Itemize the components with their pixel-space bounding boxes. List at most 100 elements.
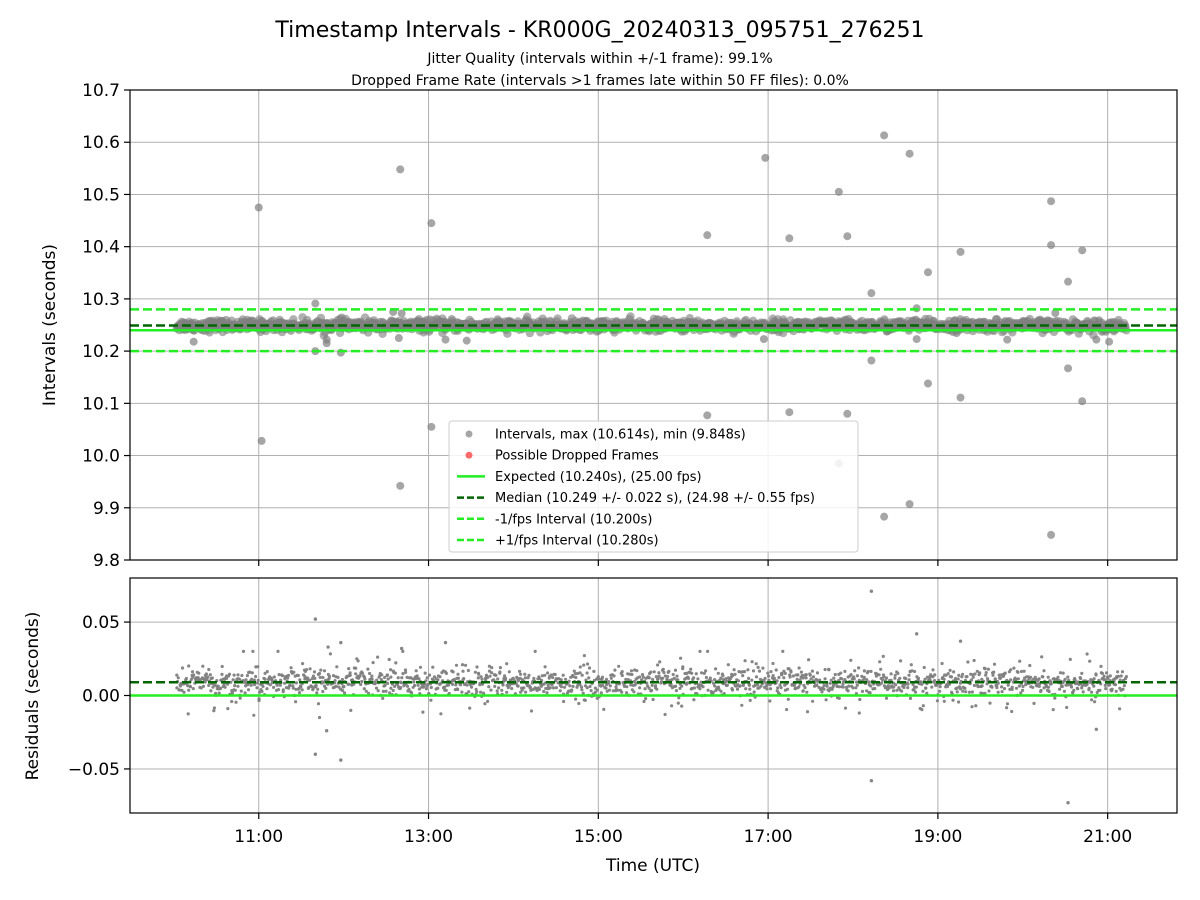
residuals-point — [961, 689, 965, 693]
residuals-point — [393, 684, 397, 689]
residuals-point — [608, 684, 612, 688]
residuals-point — [920, 708, 924, 712]
residuals-point — [1010, 685, 1014, 689]
x-axis-label: Time (UTC) — [605, 856, 700, 876]
intervals-outlier-point — [905, 500, 914, 509]
residuals-point — [191, 687, 195, 691]
legend-label: Possible Dropped Frames — [495, 449, 659, 464]
residuals-point — [1019, 669, 1024, 674]
residuals-point — [921, 704, 925, 708]
residuals-point — [192, 673, 196, 677]
residuals-point — [827, 668, 831, 672]
residuals-point — [226, 707, 230, 711]
residuals-point — [468, 706, 472, 710]
residuals-point — [920, 682, 924, 686]
residuals-point — [686, 676, 691, 681]
residuals-point — [860, 674, 864, 679]
residuals-point — [787, 667, 791, 671]
residuals-point — [220, 664, 224, 669]
residuals-point — [230, 691, 235, 695]
residuals-point — [797, 685, 801, 689]
residuals-outlier-point — [313, 617, 318, 621]
residuals-point — [829, 678, 833, 682]
residuals-point — [641, 675, 645, 679]
intervals-ytick-label: 10.5 — [82, 185, 120, 205]
residuals-point — [334, 684, 338, 688]
residuals-point — [546, 683, 550, 687]
residuals-point — [1058, 687, 1062, 691]
residuals-point — [208, 673, 212, 677]
residuals-point — [1124, 675, 1128, 679]
residuals-point — [587, 666, 592, 670]
residuals-point — [350, 678, 355, 682]
residuals-point — [761, 666, 765, 670]
residuals-point — [991, 673, 995, 677]
residuals-point — [995, 686, 999, 690]
residuals-point — [940, 661, 944, 666]
residuals-point — [356, 659, 360, 663]
residuals-point — [272, 685, 276, 690]
residuals-point — [564, 677, 568, 681]
residuals-outlier-point — [399, 646, 404, 651]
residuals-plot: −0.05 0.00 0.05 11:00 13:00 15:00 17:00 19:00 21… — [68, 577, 1178, 847]
residuals-point — [613, 668, 617, 672]
residuals-point — [1068, 657, 1072, 662]
residuals-point — [1008, 687, 1012, 692]
residuals-point — [1000, 690, 1004, 694]
residuals-point — [490, 666, 494, 670]
residuals-point — [516, 679, 521, 683]
residuals-point — [305, 668, 309, 672]
residuals-point — [490, 671, 494, 675]
residuals-point — [340, 677, 344, 682]
residuals-point — [270, 678, 274, 682]
residuals-point — [750, 660, 754, 664]
residuals-point — [1000, 685, 1004, 689]
residuals-point — [667, 669, 671, 673]
residuals-point — [857, 711, 861, 715]
residuals-point — [711, 690, 715, 695]
residuals-point — [404, 670, 408, 675]
residuals-point — [640, 673, 645, 677]
residuals-point — [1079, 676, 1083, 681]
residuals-point — [203, 680, 207, 684]
residuals-point — [596, 675, 600, 679]
residuals-point — [607, 688, 612, 692]
residuals-point — [370, 674, 374, 678]
intervals-outlier-point — [462, 336, 471, 345]
residuals-point — [986, 667, 991, 671]
intervals-outlier-point — [441, 335, 450, 344]
residuals-point — [1093, 700, 1097, 704]
residuals-point — [336, 675, 340, 680]
residuals-point — [348, 671, 352, 675]
residuals-point — [574, 675, 578, 680]
residuals-point — [928, 677, 932, 682]
intervals-outlier-point — [761, 153, 770, 162]
residuals-point — [498, 666, 502, 670]
residuals-point — [805, 690, 809, 694]
residuals-point — [785, 707, 789, 712]
residuals-point — [477, 672, 481, 676]
residuals-point — [1121, 687, 1125, 691]
residuals-point — [207, 683, 211, 688]
residuals-point — [265, 670, 269, 674]
residuals-point — [217, 691, 221, 695]
residuals-point — [978, 671, 982, 675]
residuals-point — [980, 684, 984, 688]
intervals-ytick-label: 10.4 — [82, 238, 120, 258]
residuals-point — [570, 688, 574, 692]
residuals-point — [957, 673, 961, 678]
residuals-point — [231, 678, 235, 682]
residuals-point — [551, 675, 555, 680]
chart-subtitle-dropped: Dropped Frame Rate (intervals >1 frames … — [351, 73, 849, 89]
residuals-point — [955, 690, 959, 694]
residuals-point — [230, 699, 234, 704]
residuals-point — [913, 669, 917, 674]
intervals-outlier-point — [257, 436, 266, 445]
residuals-point — [910, 669, 914, 673]
residuals-point — [587, 676, 591, 680]
residuals-point — [486, 699, 490, 704]
residuals-point — [543, 673, 547, 677]
residuals-point — [467, 690, 471, 694]
residuals-point — [424, 687, 428, 691]
residuals-point — [846, 689, 850, 693]
